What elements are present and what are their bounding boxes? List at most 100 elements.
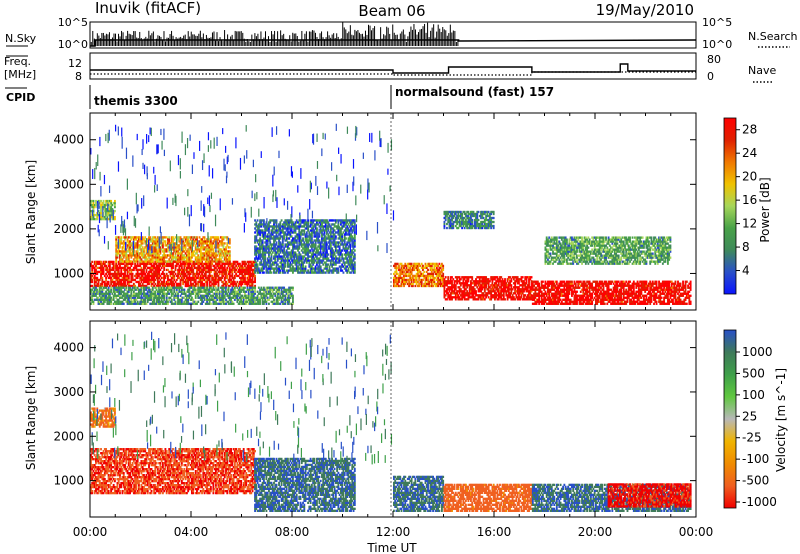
- power-cell: [268, 286, 270, 289]
- power-cell: [309, 221, 312, 224]
- power-cell: [284, 251, 287, 254]
- power-cell: [116, 294, 119, 297]
- power-cell: [254, 274, 256, 278]
- power-cell: [273, 255, 275, 258]
- power-cell: [217, 248, 220, 251]
- power-cell: [221, 276, 224, 280]
- power-cell: [158, 266, 161, 270]
- power-cell: [151, 254, 154, 257]
- power-cell: [156, 300, 159, 303]
- power-cell: [261, 265, 264, 268]
- power-cell: [207, 288, 210, 291]
- power-cell: [160, 298, 163, 301]
- power-cell: [174, 248, 177, 251]
- power-cell: [124, 282, 126, 286]
- power-cell: [108, 290, 111, 293]
- power-cell: [213, 256, 216, 259]
- power-cell: [264, 265, 267, 268]
- power-cell: [208, 270, 211, 274]
- power-cell: [339, 269, 342, 272]
- power-cell: [207, 240, 210, 243]
- power-cell: [127, 296, 130, 299]
- power-cell: [294, 235, 297, 238]
- power-cell: [108, 268, 111, 272]
- power-cell: [332, 241, 335, 244]
- power-cell: [125, 250, 128, 253]
- power-cell: [304, 257, 307, 260]
- power-cell: [173, 274, 176, 278]
- power-cell: [254, 241, 256, 244]
- power-cell: [105, 199, 108, 203]
- power-cell: [97, 278, 100, 282]
- power-cell: [305, 261, 308, 264]
- power-cell: [317, 251, 320, 254]
- power-cell: [343, 267, 346, 270]
- power-cell: [140, 296, 143, 299]
- power-cell: [211, 244, 214, 247]
- power-cell: [199, 238, 202, 241]
- power-cell: [202, 242, 205, 245]
- power-cell: [297, 221, 299, 224]
- power-cell: [273, 298, 275, 301]
- power-cell: [220, 298, 222, 301]
- power-cell: [140, 278, 143, 282]
- power-cell: [178, 248, 181, 251]
- power-cell: [278, 249, 280, 252]
- power-cell: [232, 266, 235, 270]
- power-cell: [319, 241, 322, 244]
- power-cell: [332, 229, 335, 232]
- power-cell: [154, 272, 157, 276]
- power-cell: [124, 274, 126, 278]
- power-cell: [303, 223, 306, 226]
- power-cell: [178, 272, 181, 276]
- power-cell: [241, 288, 244, 291]
- power-cell: [139, 240, 142, 243]
- power-cell: [281, 237, 284, 240]
- power-cell: [137, 290, 140, 293]
- power-cell: [112, 302, 115, 305]
- power-cell: [127, 286, 130, 289]
- power-cell: [204, 302, 207, 305]
- power-cell: [173, 278, 176, 282]
- power-cell: [314, 227, 317, 230]
- power-cell: [274, 257, 277, 260]
- power-cell: [194, 290, 197, 293]
- power-cell: [110, 199, 113, 203]
- power-cell: [290, 235, 293, 238]
- power-cell: [115, 290, 118, 293]
- power-cell: [297, 271, 299, 274]
- power-cell: [155, 252, 158, 255]
- power-cell: [247, 290, 250, 293]
- power-cell: [134, 236, 137, 239]
- power-cell: [324, 261, 327, 264]
- power-cell: [251, 262, 254, 266]
- power-cell: [214, 260, 217, 263]
- power-cell: [240, 302, 243, 305]
- power-cell: [233, 268, 236, 272]
- power-cell: [159, 248, 162, 251]
- power-cell: [288, 296, 291, 299]
- power-cell: [212, 248, 215, 251]
- power-cell: [145, 268, 148, 272]
- power-cell: [111, 292, 114, 295]
- power-cell: [235, 274, 238, 278]
- power-cell: [313, 233, 316, 236]
- power-cell: [323, 241, 326, 244]
- power-cell: [185, 296, 188, 299]
- nsearch-tick-bottom: 10^0: [702, 38, 732, 51]
- power-cell: [140, 294, 143, 297]
- power-cell: [337, 227, 340, 230]
- power-cell: [250, 292, 253, 295]
- power-cell: [191, 266, 193, 270]
- power-cell: [348, 233, 351, 236]
- power-cell: [289, 296, 292, 299]
- power-cell: [187, 300, 190, 303]
- power-cell: [189, 268, 192, 272]
- power-cell: [214, 294, 217, 297]
- nsky-panel: 10^5 10^0 10^5 10^0 N.Sky N.Search: [5, 16, 798, 51]
- power-cell: [191, 268, 193, 272]
- power-cell: [183, 274, 186, 278]
- power-cell: [174, 236, 177, 239]
- power-cell: [290, 259, 293, 262]
- power-cell: [199, 296, 202, 299]
